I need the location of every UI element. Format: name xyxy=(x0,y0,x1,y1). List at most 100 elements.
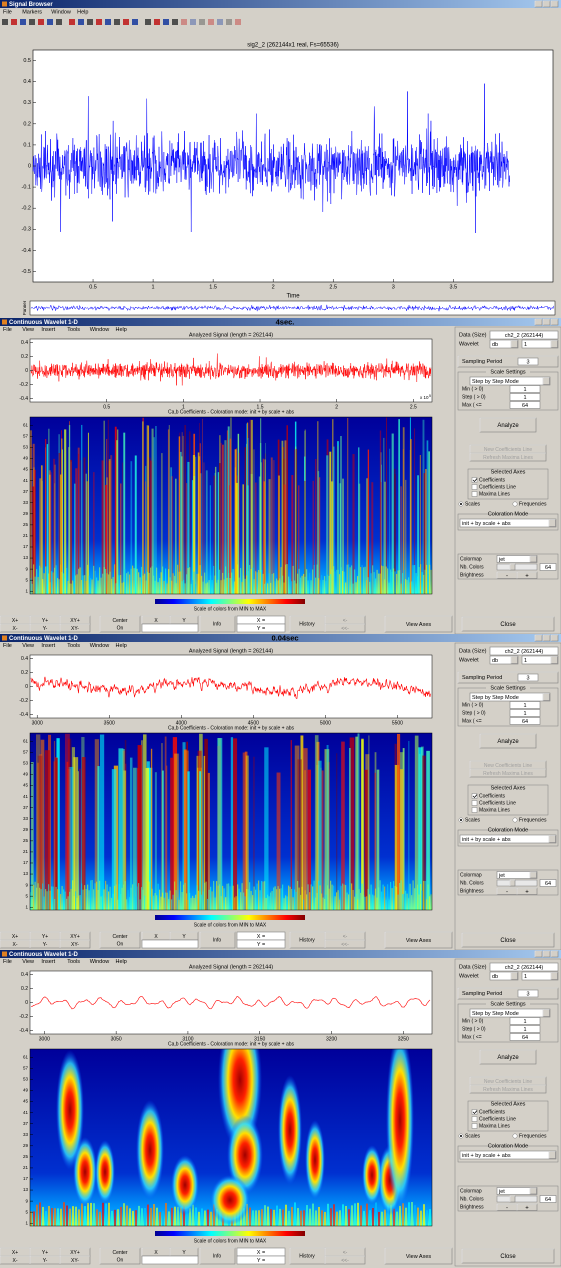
scalogram-cell xyxy=(81,1203,83,1227)
scalogram-cell xyxy=(249,565,250,595)
toolbar-icon[interactable] xyxy=(154,19,160,25)
window-control xyxy=(551,1,558,7)
radio[interactable] xyxy=(513,502,517,506)
scalogram-cell xyxy=(188,568,189,598)
checkbox[interactable] xyxy=(472,485,477,490)
label: Frequencies xyxy=(519,501,547,507)
scalogram-stripe xyxy=(179,436,180,594)
toolbar-icon[interactable] xyxy=(20,19,26,25)
toolbar-icon[interactable] xyxy=(181,19,187,25)
menu-item: Window xyxy=(90,643,110,649)
y-tick-label: 33 xyxy=(23,1132,29,1137)
toolbar-icon[interactable] xyxy=(217,19,223,25)
radio-dot xyxy=(460,503,462,505)
menu-item: File xyxy=(3,9,12,15)
x-tick-label: 2 xyxy=(335,404,338,410)
label: Coefficients xyxy=(479,793,506,799)
toolbar-icon[interactable] xyxy=(47,19,53,25)
field[interactable] xyxy=(142,1256,198,1264)
zoom-button-label: X- xyxy=(13,942,18,948)
toolbar-icon[interactable] xyxy=(132,19,138,25)
toolbar-icon[interactable] xyxy=(2,19,8,25)
toolbar-icon[interactable] xyxy=(172,19,178,25)
title-bar xyxy=(0,0,561,8)
toolbar-icon[interactable] xyxy=(69,19,75,25)
toolbar-icon[interactable] xyxy=(87,19,93,25)
toolbar-icon[interactable] xyxy=(163,19,169,25)
checkbox[interactable] xyxy=(472,801,477,806)
slider[interactable] xyxy=(497,1196,537,1202)
zoom-button-label: XY+ xyxy=(70,618,80,624)
dropdown-arrow xyxy=(511,341,518,348)
scalogram-cell xyxy=(317,565,318,595)
toolbar-icon[interactable] xyxy=(208,19,214,25)
slider-thumb xyxy=(510,564,515,570)
scalogram-stripe xyxy=(282,441,284,594)
scalogram-stripe xyxy=(315,735,319,910)
label: Maxima Lines xyxy=(479,807,510,813)
label: Colormap xyxy=(460,556,482,562)
coef-title: Ca,b Coefficients - Coloration mode: ini… xyxy=(168,1041,295,1047)
toolbar-icon[interactable] xyxy=(226,19,232,25)
y-info-value: Y = xyxy=(257,942,265,948)
toolbar-icon[interactable] xyxy=(38,19,44,25)
y-tick-label: 53 xyxy=(23,761,29,766)
scalogram-stripe xyxy=(183,436,184,594)
on-label: On xyxy=(117,941,124,947)
checkbox[interactable] xyxy=(472,492,477,497)
field[interactable] xyxy=(142,940,198,948)
signal-browser-window: Signal BrowserFileMarkersWindowHelpsig2_… xyxy=(0,0,561,318)
scalogram-cell xyxy=(225,566,226,596)
scalogram-cell xyxy=(410,884,411,914)
y-tick-label: 13 xyxy=(23,1187,29,1192)
x-info-value: X = xyxy=(257,618,265,624)
menu-item: File xyxy=(3,327,12,333)
checkbox[interactable] xyxy=(472,1117,477,1122)
scalogram-cell xyxy=(297,881,298,911)
menu-item: Window xyxy=(90,959,110,965)
scalogram-stripe xyxy=(233,738,237,910)
checkbox[interactable] xyxy=(472,808,477,813)
scalogram-stripe xyxy=(401,486,402,594)
button-label: <- xyxy=(343,1250,348,1256)
toolbar-icon[interactable] xyxy=(78,19,84,25)
toolbar-icon[interactable] xyxy=(96,19,102,25)
y-tick-label: 0.4 xyxy=(23,79,31,85)
field[interactable] xyxy=(142,624,198,632)
scalogram-cell xyxy=(108,1203,110,1227)
panner-label: Panner xyxy=(22,300,27,315)
toolbar-icon[interactable] xyxy=(29,19,35,25)
x-tick-label: 1 xyxy=(152,284,155,290)
slider[interactable] xyxy=(497,564,537,570)
checkbox[interactable] xyxy=(472,1124,477,1129)
x-tick-label: 3.5 xyxy=(449,284,457,290)
toolbar-icon[interactable] xyxy=(56,19,62,25)
scalogram-stripe xyxy=(79,769,81,910)
radio[interactable] xyxy=(513,1134,517,1138)
window-icon xyxy=(2,320,7,325)
slider[interactable] xyxy=(497,880,537,886)
scalogram-cell xyxy=(423,1204,425,1228)
scalogram-stripe xyxy=(410,439,411,594)
coef-title: Ca,b Coefficients - Coloration mode: ini… xyxy=(168,409,295,415)
toolbar-icon[interactable] xyxy=(145,19,151,25)
scalogram-stripe xyxy=(336,753,337,910)
menu-item: Help xyxy=(77,9,88,15)
dropdown-value: init + by scale + abs xyxy=(462,1153,511,1159)
toolbar-icon[interactable] xyxy=(114,19,120,25)
toolbar-icon[interactable] xyxy=(199,19,205,25)
toolbar-icon[interactable] xyxy=(11,19,17,25)
toolbar-icon[interactable] xyxy=(235,19,241,25)
toolbar-icon[interactable] xyxy=(123,19,129,25)
scalogram-stripe xyxy=(175,479,176,594)
info-label: Info xyxy=(213,937,222,943)
scalogram-stripe xyxy=(198,452,200,594)
radio[interactable] xyxy=(513,818,517,822)
toolbar-icon[interactable] xyxy=(105,19,111,25)
scalogram-stripe xyxy=(398,419,400,594)
toolbar-icon[interactable] xyxy=(190,19,196,25)
scalogram-blob xyxy=(386,1030,414,1210)
menu-item: Insert xyxy=(41,327,55,333)
scalogram-cell xyxy=(357,1203,359,1227)
scalogram-blob xyxy=(305,1120,325,1200)
